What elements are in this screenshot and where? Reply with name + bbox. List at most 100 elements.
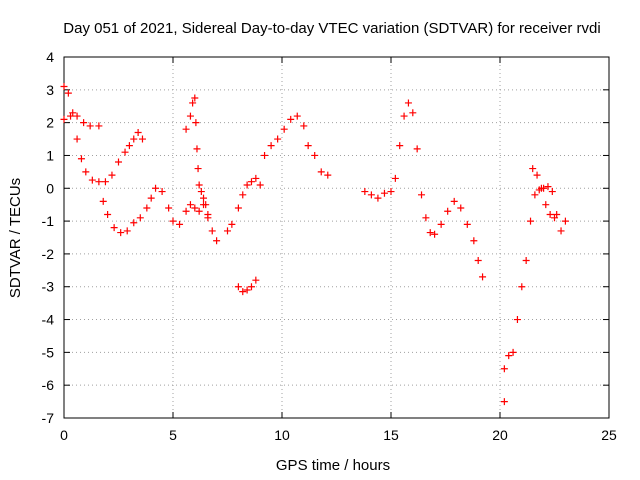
data-point — [531, 191, 539, 199]
data-point — [115, 158, 122, 166]
data-point — [152, 184, 160, 192]
data-point — [138, 135, 146, 143]
data-point — [158, 188, 166, 196]
data-point — [224, 227, 231, 235]
data-point — [413, 145, 421, 153]
data-point — [374, 194, 382, 202]
data-point — [192, 119, 200, 127]
x-tick-label: 10 — [274, 427, 290, 443]
data-points — [60, 83, 569, 406]
data-point — [324, 171, 332, 179]
data-point — [147, 194, 155, 202]
data-point — [529, 165, 537, 173]
data-point — [121, 148, 129, 156]
data-point — [130, 219, 138, 227]
y-axis-label: SDTVAR / TECUs — [7, 178, 24, 298]
data-point — [431, 230, 439, 238]
data-point — [82, 168, 90, 176]
x-tick-label: 15 — [383, 427, 399, 443]
data-point — [191, 204, 199, 212]
data-point — [60, 83, 68, 91]
y-tick-label: 4 — [46, 49, 54, 65]
data-point — [123, 227, 131, 235]
data-point — [380, 189, 388, 197]
data-point — [73, 135, 81, 143]
data-point — [500, 398, 508, 406]
data-point — [64, 89, 72, 97]
data-point — [176, 220, 184, 228]
y-tick-label: -3 — [42, 279, 55, 295]
data-point — [247, 178, 255, 186]
data-point — [304, 142, 312, 150]
data-point — [234, 283, 242, 291]
data-point — [426, 229, 434, 237]
data-point — [169, 217, 177, 225]
data-point — [409, 109, 417, 117]
data-point — [361, 188, 369, 196]
data-point — [208, 227, 216, 235]
data-point — [182, 207, 190, 215]
data-point — [533, 171, 541, 179]
data-point — [194, 165, 202, 173]
data-point — [400, 112, 408, 120]
data-point — [457, 204, 465, 212]
data-point — [261, 151, 269, 159]
data-point — [228, 220, 236, 228]
x-axis-label: GPS time / hours — [276, 457, 390, 474]
data-point — [77, 155, 85, 163]
data-point — [548, 188, 556, 196]
data-point — [99, 197, 107, 205]
data-point — [470, 237, 478, 245]
data-point — [513, 316, 521, 324]
data-point — [182, 125, 190, 133]
data-point — [542, 201, 550, 209]
data-point — [213, 237, 221, 245]
data-point — [143, 204, 151, 212]
chart-title: Day 051 of 2021, Sidereal Day-to-day VTE… — [63, 20, 600, 37]
data-point — [195, 181, 203, 189]
data-point — [200, 194, 208, 202]
x-tick-label: 25 — [601, 427, 617, 443]
data-point — [391, 174, 399, 182]
x-tick-label: 0 — [60, 427, 68, 443]
data-point — [186, 112, 194, 120]
data-point — [165, 204, 173, 212]
y-tick-label: 3 — [46, 82, 54, 98]
data-point — [422, 214, 430, 222]
data-point — [418, 191, 426, 199]
y-tick-label: 2 — [46, 115, 54, 131]
data-point — [197, 188, 205, 196]
data-point — [252, 174, 260, 182]
data-point — [527, 217, 535, 225]
y-tick-label: -7 — [42, 410, 55, 426]
data-point — [256, 181, 264, 189]
data-point — [280, 125, 288, 133]
data-point — [247, 283, 255, 291]
data-point — [561, 217, 569, 225]
data-point — [86, 122, 94, 130]
data-point — [110, 224, 118, 232]
data-point — [243, 181, 251, 189]
data-point — [134, 128, 142, 136]
data-point — [101, 178, 109, 186]
data-point — [60, 115, 68, 123]
data-point — [136, 214, 144, 222]
data-point — [274, 135, 282, 143]
y-tick-label: -4 — [42, 312, 55, 328]
data-point — [537, 184, 545, 192]
data-point — [239, 191, 247, 199]
data-point — [202, 201, 210, 209]
data-point — [518, 283, 526, 291]
data-point — [204, 211, 212, 219]
data-point — [551, 214, 558, 222]
data-point — [505, 352, 513, 360]
x-tick-label: 20 — [492, 427, 508, 443]
data-point — [95, 122, 103, 130]
data-point — [463, 220, 471, 228]
axis-ticks — [63, 56, 610, 419]
data-point — [95, 178, 103, 186]
data-point — [500, 365, 508, 373]
data-point — [396, 142, 404, 150]
data-point — [125, 142, 133, 150]
